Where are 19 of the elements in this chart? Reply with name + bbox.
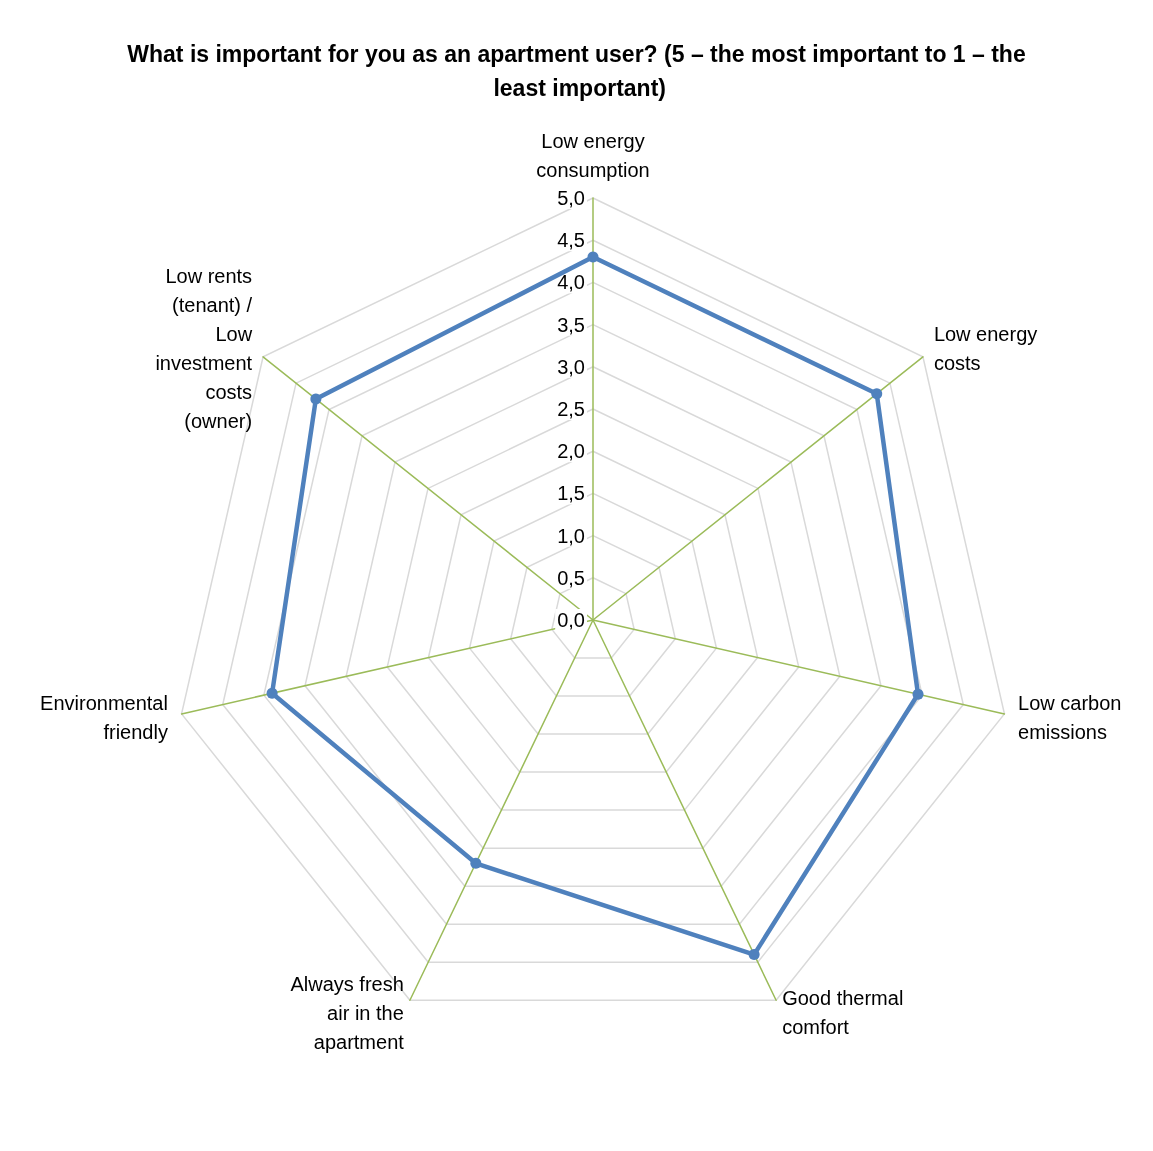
y-tick-label: 1,0 [557, 524, 585, 547]
spoke-label: Low rents (tenant) / Low investment costs (owner) [155, 264, 253, 432]
y-tick-label: 0,0 [557, 609, 585, 631]
spoke-label: Low energy costs [933, 322, 1038, 374]
y-tick-label: 5,0 [557, 187, 585, 209]
y-tick-label: 1,5 [557, 482, 585, 505]
y-tick-label: 2,5 [557, 398, 585, 420]
y-tick-label: 2,0 [557, 440, 585, 463]
spoke-label: Good thermal comfort [782, 987, 904, 1039]
spoke-label: Low carbon emissions [1018, 691, 1122, 743]
y-tick-label: 3,5 [557, 313, 585, 336]
y-tick-label: 3,0 [557, 355, 585, 378]
spoke-label: Low energy consumption [536, 129, 650, 181]
chart-title: What is important for you as an apartment user? (5 – the most important to 1 – the least important) [127, 41, 1026, 101]
y-tick-label: 0,5 [557, 566, 585, 589]
spoke-label: Environmental friendly [40, 691, 168, 743]
y-tick-label: 4,0 [557, 271, 585, 294]
y-tick-label: 4,5 [557, 229, 585, 252]
spoke-label: Always fresh air in the apartment [290, 972, 405, 1053]
